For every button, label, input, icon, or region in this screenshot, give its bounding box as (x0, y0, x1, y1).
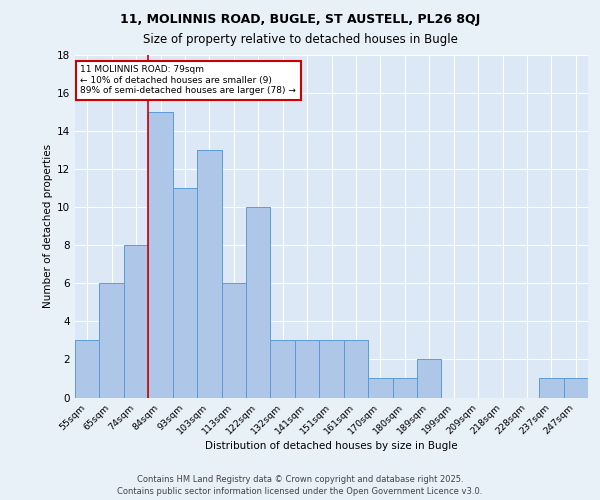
X-axis label: Distribution of detached houses by size in Bugle: Distribution of detached houses by size … (205, 442, 458, 452)
Bar (75, 340, 100, 398)
Bar (221, 284, 246, 398)
Text: 11 MOLINNIS ROAD: 79sqm
← 10% of detached houses are smaller (9)
89% of semi-det: 11 MOLINNIS ROAD: 79sqm ← 10% of detache… (80, 66, 296, 95)
Bar (344, 340, 368, 398)
Bar (148, 112, 173, 398)
Bar (124, 246, 148, 398)
Bar (295, 340, 319, 398)
Bar (417, 360, 442, 398)
Text: Contains HM Land Registry data © Crown copyright and database right 2025.
Contai: Contains HM Land Registry data © Crown c… (118, 474, 482, 496)
Bar (271, 340, 295, 398)
Bar (100, 284, 124, 398)
Bar (368, 378, 392, 398)
Bar (173, 188, 197, 398)
Text: Size of property relative to detached houses in Bugle: Size of property relative to detached ho… (143, 32, 457, 46)
Bar (197, 150, 221, 398)
Bar (319, 340, 344, 398)
Y-axis label: Number of detached properties: Number of detached properties (43, 144, 53, 308)
Text: 11, MOLINNIS ROAD, BUGLE, ST AUSTELL, PL26 8QJ: 11, MOLINNIS ROAD, BUGLE, ST AUSTELL, PL… (120, 12, 480, 26)
Bar (392, 378, 417, 398)
Bar (539, 378, 563, 398)
Bar (246, 207, 271, 398)
Bar (563, 378, 588, 398)
